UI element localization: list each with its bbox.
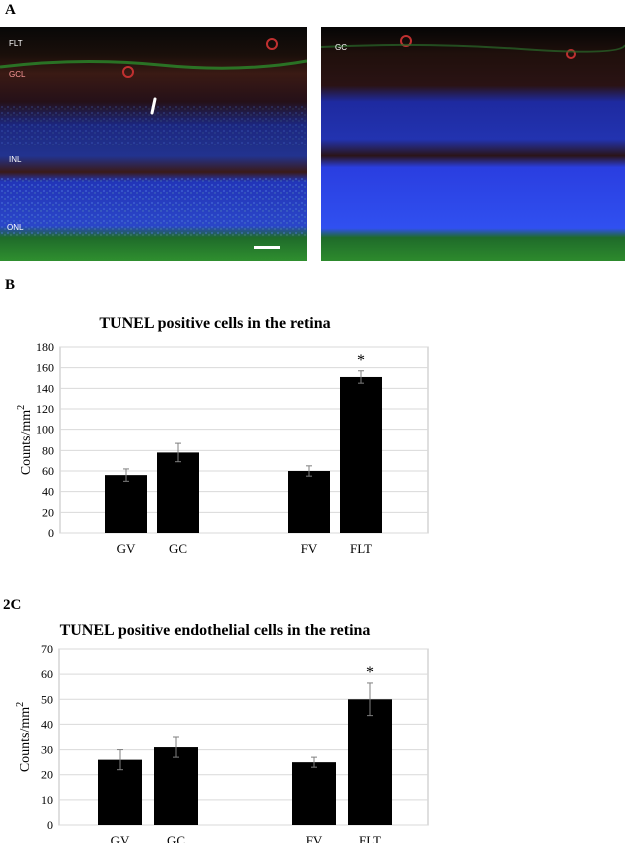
- y-axis-label-superscript: 2: [16, 405, 27, 410]
- x-tick-label-gc: GC: [169, 541, 187, 556]
- label-gcl: GCL: [9, 70, 26, 79]
- x-tick-label-flt: FLT: [359, 833, 381, 843]
- chart-tunel-cells: TUNEL positive cells in the retina 0 20 40…: [0, 315, 430, 565]
- y-tick-label: 40: [41, 717, 53, 731]
- y-tick-label: 80: [42, 443, 54, 457]
- y-tick-label: 50: [41, 692, 53, 706]
- y-axis-label-superscript: 2: [15, 702, 26, 707]
- bar-fv: [292, 762, 336, 825]
- y-tick-label: 70: [41, 643, 53, 656]
- y-tick-label: 10: [41, 793, 53, 807]
- panel-label-b: B: [5, 277, 16, 293]
- bar-gv: [105, 475, 147, 533]
- y-tick-label: 20: [41, 768, 53, 782]
- y-tick-label: 0: [47, 818, 53, 832]
- y-axis-label-text: Counts/mm: [18, 707, 33, 772]
- chart-svg: 0 20 40 60 80 100 120 140 160 180 Counts/mm2 GV GC FV…: [16, 340, 429, 556]
- significance-asterisk: *: [357, 352, 365, 369]
- micrograph-flt: FLT GCL INL ONL: [0, 27, 307, 261]
- label-onl: ONL: [7, 223, 24, 232]
- bar-flt: [340, 376, 382, 533]
- y-tick-label: 60: [41, 667, 53, 681]
- label-inl: INL: [9, 155, 22, 164]
- y-tick-label: 120: [36, 402, 54, 416]
- y-tick-label: 20: [42, 505, 54, 519]
- y-tick-label: 180: [36, 340, 54, 354]
- y-axis-label: Counts/mm2: [16, 405, 34, 475]
- y-tick-label: 0: [48, 526, 54, 540]
- bar-fv: [288, 471, 330, 533]
- significance-asterisk: *: [366, 664, 374, 681]
- x-tick-label-gv: GV: [111, 833, 130, 843]
- panel-label-a: A: [5, 2, 16, 18]
- chart-title: TUNEL positive endothelial cells in the …: [59, 622, 371, 639]
- bar-gv: [98, 759, 142, 825]
- bar-gc: [157, 452, 199, 533]
- y-axis-label-text: Counts/mm: [19, 410, 34, 475]
- panel-label-c: 2C: [3, 597, 22, 613]
- micrograph-flt-image: [0, 27, 307, 261]
- micrograph-gc-image: [321, 27, 625, 261]
- y-tick-label: 160: [36, 361, 54, 375]
- micrograph-gc: GC: [321, 27, 625, 261]
- x-tick-label-flt: FLT: [350, 541, 372, 556]
- bar-flt: [348, 699, 392, 825]
- x-tick-label-gc: GC: [167, 833, 185, 843]
- bar-gc: [154, 747, 198, 825]
- y-tick-label: 60: [42, 464, 54, 478]
- y-tick-label: 100: [36, 423, 54, 437]
- label-flt: FLT: [9, 39, 23, 48]
- label-gc: GC: [335, 43, 347, 52]
- chart-tunel-endothelial: TUNEL positive endothelial cells in the …: [0, 622, 430, 843]
- y-axis-label: Counts/mm2: [15, 702, 33, 772]
- x-tick-label-fv: FV: [306, 833, 323, 843]
- chart-title: TUNEL positive cells in the retina: [99, 315, 331, 332]
- y-tick-label: 30: [41, 743, 53, 757]
- x-tick-label-fv: FV: [301, 541, 318, 556]
- x-tick-label-gv: GV: [117, 541, 136, 556]
- y-tick-label: 140: [36, 381, 54, 395]
- chart-svg: 0 10 20 30 40 50 60 70 Counts/mm2 GV GC FV FLT *: [15, 643, 429, 843]
- y-tick-label: 40: [42, 485, 54, 499]
